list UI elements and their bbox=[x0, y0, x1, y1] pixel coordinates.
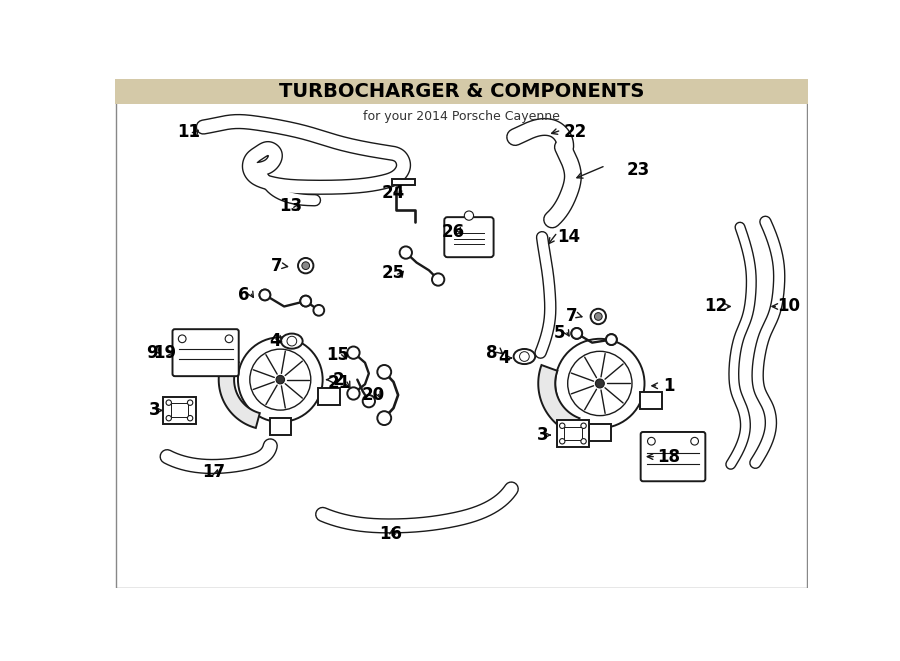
Text: 12: 12 bbox=[704, 297, 727, 315]
Text: 8: 8 bbox=[486, 344, 498, 362]
Text: 4: 4 bbox=[498, 349, 509, 367]
Circle shape bbox=[238, 337, 323, 422]
Text: 16: 16 bbox=[379, 525, 402, 543]
Circle shape bbox=[572, 328, 582, 339]
Polygon shape bbox=[219, 354, 260, 428]
Text: 22: 22 bbox=[563, 123, 587, 141]
Circle shape bbox=[287, 336, 297, 346]
Text: 26: 26 bbox=[442, 223, 465, 241]
Text: 9: 9 bbox=[146, 344, 158, 362]
Bar bbox=[170, 403, 188, 417]
Circle shape bbox=[555, 339, 644, 428]
Text: 23: 23 bbox=[626, 161, 650, 179]
Circle shape bbox=[250, 349, 310, 410]
Circle shape bbox=[560, 439, 565, 444]
Circle shape bbox=[572, 328, 582, 339]
Text: 3: 3 bbox=[537, 426, 549, 444]
Text: 1: 1 bbox=[663, 377, 675, 395]
Circle shape bbox=[298, 258, 313, 274]
Text: 10: 10 bbox=[777, 297, 800, 315]
Text: 14: 14 bbox=[557, 228, 580, 246]
Ellipse shape bbox=[514, 349, 536, 364]
Circle shape bbox=[166, 416, 172, 421]
Circle shape bbox=[363, 395, 375, 407]
Circle shape bbox=[301, 295, 311, 307]
Circle shape bbox=[464, 211, 473, 220]
Circle shape bbox=[377, 365, 392, 379]
Text: 19: 19 bbox=[153, 344, 176, 362]
Bar bbox=[163, 397, 195, 424]
Text: 7: 7 bbox=[271, 257, 283, 276]
Circle shape bbox=[259, 290, 270, 300]
Circle shape bbox=[590, 309, 606, 324]
Circle shape bbox=[400, 247, 412, 258]
Circle shape bbox=[560, 423, 565, 428]
Bar bbox=[319, 388, 340, 405]
Bar bbox=[269, 418, 291, 435]
Circle shape bbox=[519, 352, 529, 362]
Text: for your 2014 Porsche Cayenne: for your 2014 Porsche Cayenne bbox=[363, 110, 560, 123]
Text: 25: 25 bbox=[382, 264, 405, 282]
Circle shape bbox=[166, 400, 172, 405]
Bar bbox=[564, 426, 581, 440]
Text: 2: 2 bbox=[332, 371, 344, 389]
Bar bbox=[392, 178, 415, 185]
Bar bbox=[590, 424, 610, 441]
Circle shape bbox=[595, 313, 602, 321]
Text: 13: 13 bbox=[279, 198, 302, 215]
Polygon shape bbox=[538, 365, 580, 434]
FancyBboxPatch shape bbox=[641, 432, 706, 481]
Text: 24: 24 bbox=[382, 184, 405, 202]
Text: 3: 3 bbox=[149, 401, 160, 420]
Text: 17: 17 bbox=[202, 463, 225, 481]
Ellipse shape bbox=[281, 334, 302, 348]
Circle shape bbox=[432, 274, 445, 286]
Circle shape bbox=[178, 335, 186, 342]
Circle shape bbox=[259, 290, 270, 300]
Text: 18: 18 bbox=[658, 447, 680, 465]
Circle shape bbox=[347, 346, 360, 359]
Bar bbox=[115, 79, 808, 104]
Circle shape bbox=[580, 439, 586, 444]
Circle shape bbox=[606, 334, 616, 345]
Circle shape bbox=[302, 262, 310, 270]
Text: 21: 21 bbox=[328, 375, 351, 393]
Circle shape bbox=[596, 379, 604, 388]
Text: 4: 4 bbox=[269, 332, 281, 350]
FancyBboxPatch shape bbox=[173, 329, 238, 376]
Circle shape bbox=[580, 423, 586, 428]
Circle shape bbox=[225, 335, 233, 342]
Text: 11: 11 bbox=[177, 123, 200, 141]
Bar bbox=[640, 392, 662, 409]
FancyBboxPatch shape bbox=[445, 217, 493, 257]
Circle shape bbox=[691, 438, 698, 445]
Circle shape bbox=[313, 305, 324, 316]
Circle shape bbox=[568, 351, 632, 416]
Text: 6: 6 bbox=[238, 286, 250, 304]
Circle shape bbox=[187, 400, 193, 405]
Circle shape bbox=[377, 411, 392, 425]
Text: 7: 7 bbox=[565, 307, 577, 325]
Text: 15: 15 bbox=[327, 346, 349, 364]
Bar bbox=[557, 420, 590, 447]
Circle shape bbox=[276, 375, 284, 384]
Circle shape bbox=[187, 416, 193, 421]
Circle shape bbox=[301, 295, 311, 307]
Text: 5: 5 bbox=[554, 325, 565, 342]
Text: TURBOCHARGER & COMPONENTS: TURBOCHARGER & COMPONENTS bbox=[279, 82, 644, 101]
Circle shape bbox=[647, 438, 655, 445]
Circle shape bbox=[347, 387, 360, 400]
Text: 20: 20 bbox=[361, 386, 384, 404]
Circle shape bbox=[606, 334, 616, 345]
